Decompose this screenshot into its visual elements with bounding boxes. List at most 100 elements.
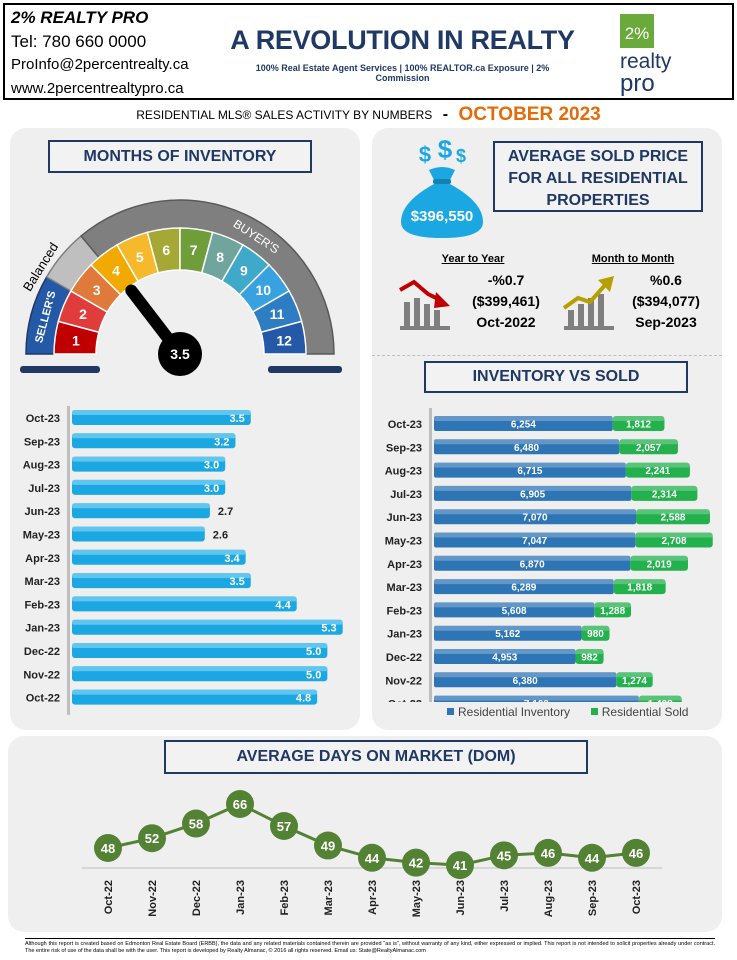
moi-bar-highlight: [72, 456, 226, 462]
inv-bar-highlight: [434, 485, 698, 491]
sold-value-label: 1,818: [627, 583, 652, 594]
moi-bar-highlight: [72, 479, 226, 485]
inventory-value-label: 7,047: [522, 536, 547, 547]
trend-down-icon: [399, 279, 450, 330]
inv-bar-highlight: [434, 439, 678, 445]
gauge-segment-label: 11: [270, 306, 285, 322]
moi-bar-highlight: [72, 503, 210, 509]
dom-tick-label: Jul-23: [499, 880, 511, 912]
inv-bar-highlight: [434, 672, 653, 678]
yoy-block: -%0.7 ($399,461) Oct-2022: [456, 270, 556, 333]
inv-bar-highlight: [434, 602, 632, 608]
dom-tick-label: May-23: [411, 880, 423, 917]
gauge-segment: [260, 320, 307, 355]
dom-value-label: 45: [497, 848, 511, 863]
brand-name: 2% REALTY PRO: [11, 8, 149, 27]
inventory-value-label: 6,905: [520, 489, 545, 500]
sold-value-label: 1,812: [626, 420, 651, 431]
inv-tick-label: Oct-22: [388, 699, 422, 702]
panel-divider: [372, 355, 722, 356]
inv-tick-label: May-23: [385, 536, 422, 548]
report-month: OCTOBER 2023: [458, 104, 601, 125]
sold-value-label: 982: [581, 653, 598, 664]
inventory-bar: [434, 416, 613, 431]
yoy-prior-period: Oct-2022: [476, 314, 536, 330]
gauge-segment-label: 2: [79, 306, 87, 322]
gauge-segment-label: 1: [72, 332, 80, 348]
footer-disclaimer: Although this report is created based on…: [25, 941, 715, 954]
moi-value-label: 3.0: [204, 483, 219, 495]
legend-swatch-sold: [590, 708, 598, 715]
moi-bar-highlight: [72, 666, 328, 672]
dom-value-label: 57: [277, 819, 291, 834]
inv-tick-label: Mar-23: [387, 582, 422, 594]
sold-bar: [594, 602, 632, 618]
legend-swatch-inventory: [447, 708, 454, 715]
moi-axis: [67, 406, 70, 715]
dom-tick-label: Apr-23: [367, 880, 379, 915]
footer-rule: [25, 938, 715, 939]
moi-bar-highlight: [72, 573, 251, 579]
inventory-bar: [434, 625, 582, 641]
moi-value-label: 3.5: [229, 576, 244, 588]
dom-value-label: 44: [585, 851, 600, 866]
sold-bar: [630, 555, 688, 571]
inv-bar-highlight: [434, 462, 690, 468]
moi-tick-label: Aug-23: [23, 460, 60, 472]
inventory-bar: [434, 485, 632, 501]
moi-bar-highlight: [72, 526, 205, 532]
inv-bar-highlight: [434, 649, 604, 654]
brand-email: ProInfo@2percentrealty.ca: [11, 56, 189, 73]
moi-value-label: 3.4: [224, 553, 240, 565]
gauge-segment-label: 6: [162, 242, 170, 258]
inventory-value-label: 6,715: [517, 466, 542, 477]
inv-tick-label: Apr-23: [387, 559, 422, 571]
inv-bar-highlight: [434, 625, 610, 631]
inv-bar-highlight: [434, 695, 682, 701]
moi-bar-highlight: [72, 410, 251, 415]
gauge-segment-label: 8: [216, 249, 224, 265]
moi-tick-label: Nov-22: [23, 669, 60, 681]
moi-tick-label: Sep-23: [24, 436, 60, 448]
inventory-value-label: 4,953: [492, 653, 517, 664]
sold-bar: [616, 672, 653, 688]
header-banner: 2% REALTY PRO Tel: 780 660 0000 ProInfo@…: [3, 3, 734, 100]
mom-prior-price: ($394,077): [632, 293, 700, 309]
inv-axis: [429, 408, 432, 702]
inv-tick-label: Sep-23: [386, 442, 422, 454]
months-of-inventory-title: MONTHS OF INVENTORY: [48, 140, 312, 173]
report-title-line: RESIDENTIAL MLS® SALES ACTIVITY BY NUMBE…: [0, 104, 737, 126]
sold-bar: [638, 695, 682, 702]
dom-tick-label: Jun-23: [455, 880, 467, 915]
moi-value-label: 2.6: [213, 530, 228, 542]
gauge-base-left: [20, 366, 100, 373]
moi-tick-label: Jul-23: [28, 483, 60, 495]
sold-bar: [612, 416, 665, 431]
logo-percent: 2%: [625, 24, 650, 43]
inventory-vs-sold-title: INVENTORY VS SOLD: [424, 361, 688, 393]
dom-point: [622, 838, 650, 867]
inventory-value-label: 6,289: [511, 583, 536, 594]
inv-tick-label: Nov-22: [385, 675, 422, 687]
dom-value-label: 52: [145, 831, 159, 846]
dom-value-label: 41: [453, 858, 467, 873]
mom-prior-period: Sep-2023: [635, 314, 697, 330]
inv-bar-highlight: [434, 579, 666, 585]
inventory-bar: [434, 555, 631, 571]
average-price-value: $396,550: [410, 208, 474, 225]
dom-value-label: 48: [101, 841, 115, 856]
gauge-segment-label: 12: [276, 332, 292, 348]
inventory-vs-sold-chart: Oct-23 6,254 1,812 Sep-23 6,480 2,057 Aug-23 6,…: [385, 408, 713, 702]
dom-tick-label: Oct-22: [103, 880, 115, 914]
sold-bar: [635, 532, 713, 548]
dom-value-label: 46: [541, 846, 555, 861]
months-of-inventory-chart: Oct-23 3.5 Sep-23 3.2 Aug-23 3.0 Jul-23 3.0 Jun-…: [23, 406, 343, 715]
inventory-value-label: 6,380: [513, 676, 538, 687]
sold-value-label: 980: [587, 629, 604, 640]
moi-tick-label: Apr-23: [25, 553, 60, 565]
inv-tick-label: Oct-23: [388, 419, 422, 431]
sold-bar: [631, 485, 698, 501]
inventory-bar: [434, 672, 617, 688]
yoy-label: Year to Year: [441, 253, 505, 265]
sold-value-label: 2,708: [662, 536, 687, 547]
